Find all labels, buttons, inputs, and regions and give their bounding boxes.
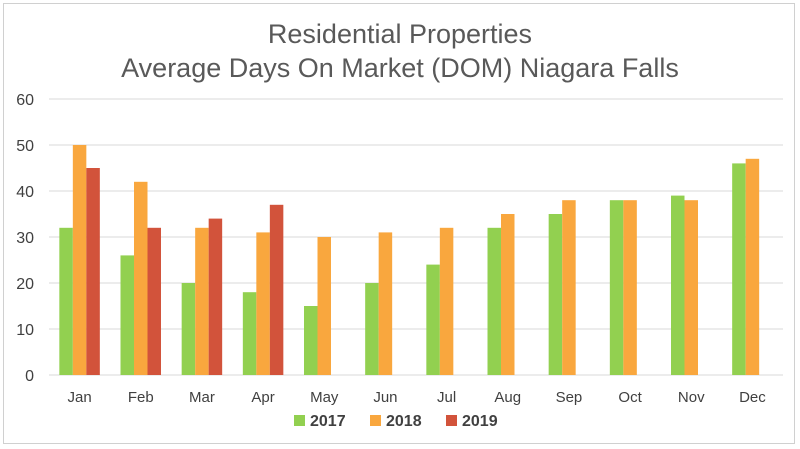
x-tick-label: Mar [189, 389, 215, 406]
x-tick-label: Feb [128, 389, 154, 406]
x-tick-label: Dec [739, 389, 766, 406]
bar-2018-dec [745, 158, 760, 375]
x-tick-label: Jul [437, 389, 456, 406]
bar-2018-nov [684, 200, 698, 375]
bar-2018-jan [72, 145, 87, 375]
legend: 2017 2018 2019 [294, 413, 498, 430]
y-tick-label: 20 [16, 276, 34, 293]
bar-2018-oct [623, 200, 637, 375]
bar-2017-dec [732, 163, 746, 375]
bar-2019-jan [86, 168, 100, 375]
bar-2019-feb [147, 227, 161, 375]
x-tick-label: Jun [373, 389, 397, 406]
bar-2017-nov [671, 195, 685, 375]
bar-2018-aug [501, 214, 515, 375]
bar-chart: Residential Properties Average Days On M… [16, 19, 783, 430]
y-tick-label: 30 [16, 230, 34, 247]
bar-2018-may [317, 237, 331, 375]
chart-title-line-2: Average Days On Market (DOM) Niagara Fal… [121, 53, 679, 83]
x-tick-label: May [310, 389, 339, 406]
x-tick-label: Oct [618, 389, 642, 406]
chart-container: Residential Properties Average Days On M… [3, 3, 795, 444]
bar-2018-jul [439, 227, 454, 375]
bar-2017-jun [365, 283, 379, 375]
y-tick-label: 10 [16, 322, 34, 339]
x-tick-label: Apr [251, 389, 274, 406]
bar-2017-mar [181, 283, 196, 375]
bar-2017-sep [548, 214, 563, 375]
y-tick-label: 60 [16, 92, 34, 109]
bar-2017-apr [242, 292, 257, 375]
legend-label: 2017 [310, 413, 346, 430]
bar-2018-sep [562, 200, 576, 375]
chart-title-line-1: Residential Properties [268, 19, 532, 49]
bar-2018-apr [256, 232, 270, 375]
bar-2017-jul [426, 264, 440, 375]
legend-label: 2018 [386, 413, 422, 430]
chart-title: Residential Properties Average Days On M… [121, 19, 679, 83]
x-axis-category-labels: Jan Feb Mar Apr May Jun Jul Aug Sep Oct Nov Dec [67, 389, 766, 406]
x-tick-label: Nov [678, 389, 705, 406]
y-tick-label: 40 [16, 184, 34, 201]
bars [59, 145, 760, 375]
legend-swatch-2017 [294, 415, 305, 426]
bar-2017-aug [487, 227, 501, 375]
x-tick-label: Sep [556, 389, 583, 406]
y-tick-label: 0 [25, 368, 34, 385]
x-tick-label: Aug [494, 389, 521, 406]
bar-2018-feb [134, 181, 148, 375]
bar-2019-mar [208, 218, 223, 375]
bar-2017-jan [59, 227, 73, 375]
x-tick-label: Jan [67, 389, 91, 406]
gridlines [49, 98, 783, 376]
bar-2017-may [304, 306, 318, 375]
legend-swatch-2018 [370, 415, 381, 426]
bar-2019-apr [269, 204, 284, 375]
bar-2017-oct [609, 200, 624, 375]
bar-2018-mar [195, 227, 209, 375]
bar-2017-feb [120, 255, 134, 375]
legend-swatch-2019 [446, 415, 457, 426]
y-tick-label: 50 [16, 138, 34, 155]
bar-2018-jun [378, 232, 393, 375]
y-axis-tick-labels: 0 10 20 30 40 50 60 [16, 92, 34, 385]
legend-label: 2019 [462, 413, 498, 430]
